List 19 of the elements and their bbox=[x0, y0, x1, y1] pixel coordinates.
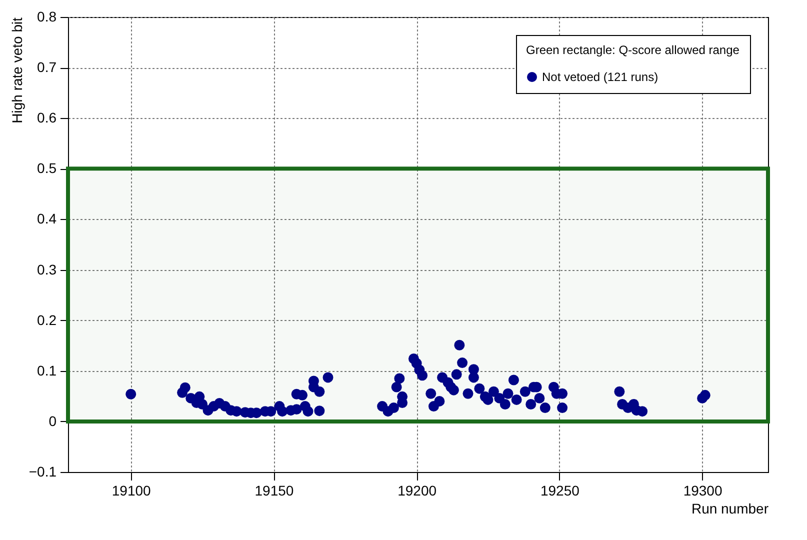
y-tick-label: 0.5 bbox=[37, 160, 57, 176]
y-tick-label: −0.1 bbox=[28, 464, 57, 480]
y-tick-label: 0.7 bbox=[37, 59, 57, 76]
y-tick-label: 0.6 bbox=[37, 110, 57, 126]
x-tick-label: 19200 bbox=[398, 482, 437, 498]
y-tick-label: 0.8 bbox=[37, 8, 57, 24]
legend-label: Not vetoed (121 runs) bbox=[542, 70, 658, 84]
x-axis-title: Run number bbox=[691, 500, 769, 516]
x-tick-label: 19100 bbox=[112, 482, 152, 498]
x-tick-label: 19300 bbox=[683, 482, 722, 498]
y-tick-label: 0.3 bbox=[37, 261, 57, 278]
y-axis-title: High rate veto bit bbox=[8, 17, 25, 124]
y-tick-label: 0.1 bbox=[37, 362, 57, 378]
x-tick-label: 19150 bbox=[254, 482, 294, 498]
y-tick-label: 0 bbox=[48, 412, 57, 429]
y-tick-label: 0.2 bbox=[37, 312, 57, 328]
x-tick-label: 19250 bbox=[540, 482, 580, 498]
legend-title: Green rectangle: Q-score allowed range bbox=[526, 43, 740, 57]
y-tick-label: 0.4 bbox=[37, 210, 57, 227]
